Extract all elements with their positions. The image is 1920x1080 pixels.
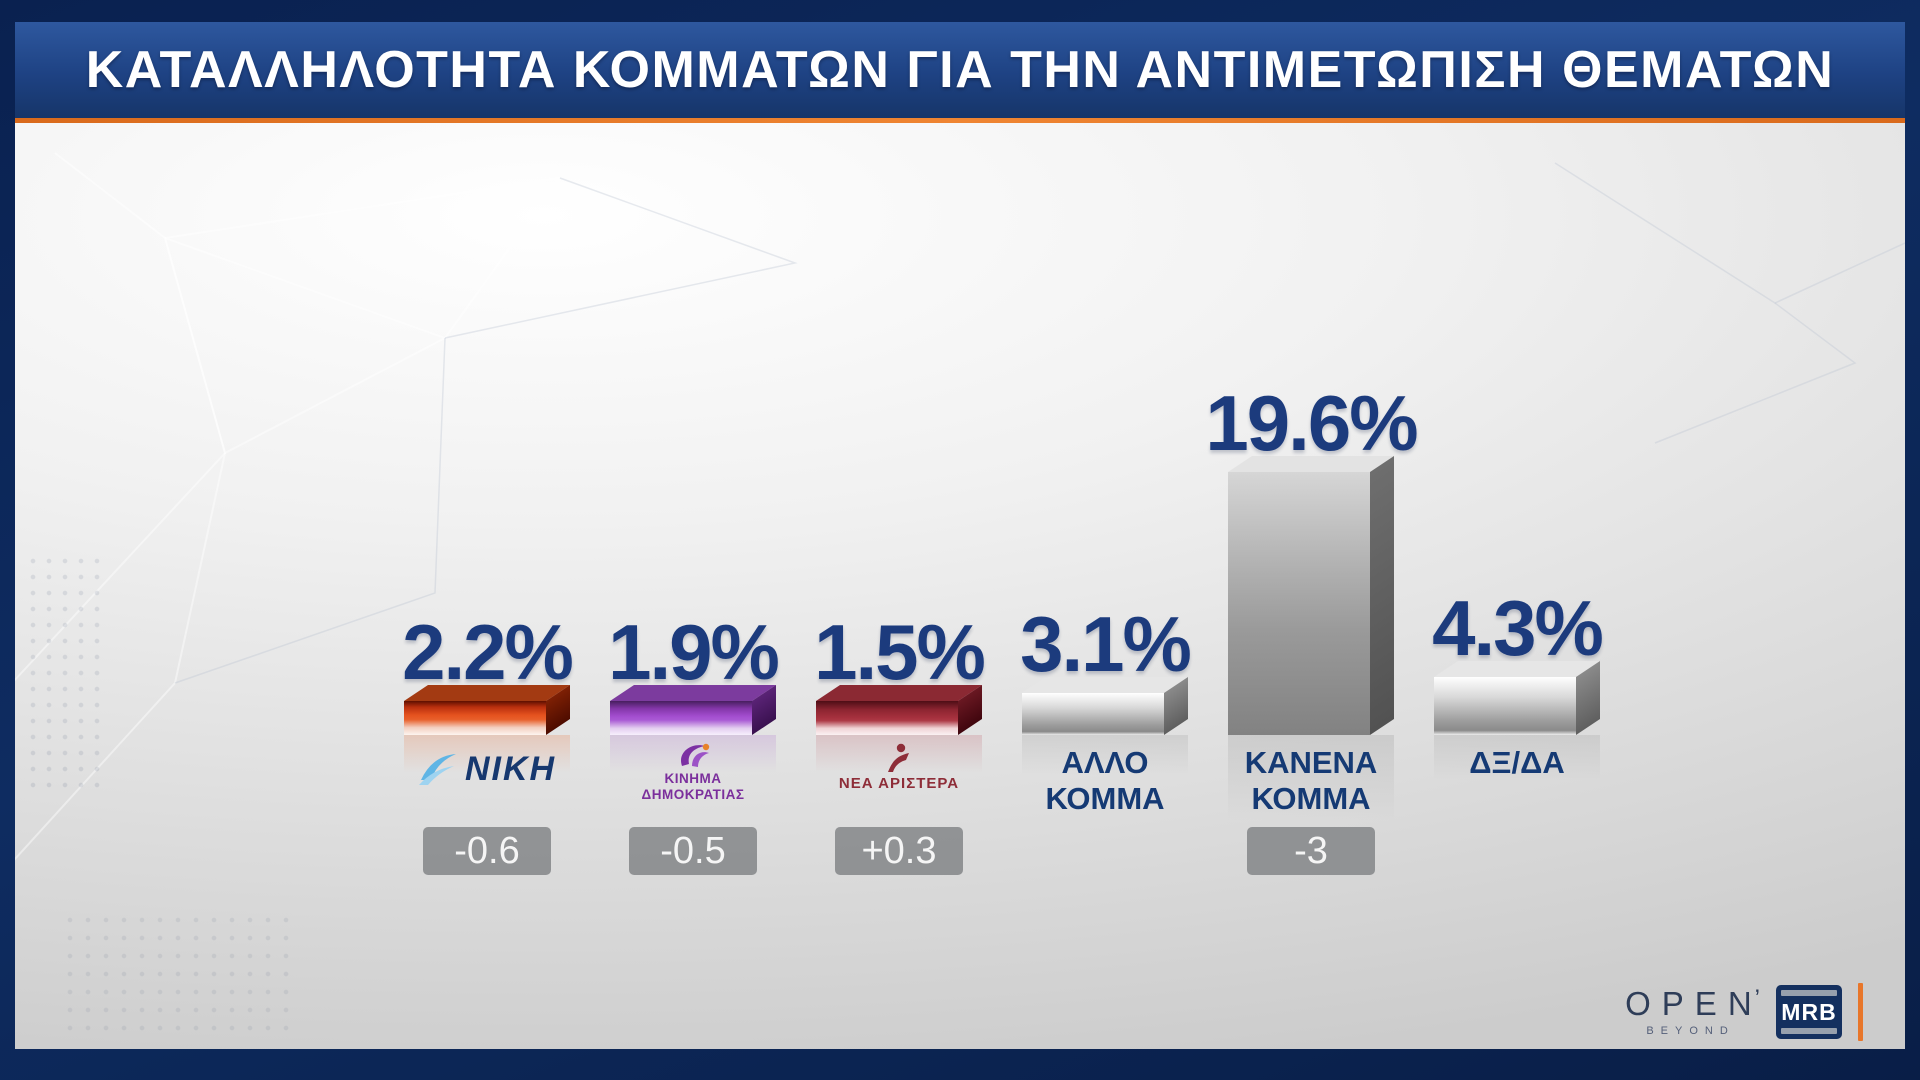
kinima-swirl-icon: [681, 743, 710, 767]
bar-front-face: [610, 701, 752, 735]
label-zone-dx-da: ΔΞ/ΔΑ: [1414, 735, 1620, 827]
chart-stage: 2.2% ΝΙΚΗ: [15, 123, 1905, 1049]
bar-front-face: [404, 701, 546, 735]
category-line: ΚΟΜΜΑ: [1045, 780, 1165, 816]
bar-group-allo-komma: 3.1% ΑΛΛΟ ΚΟΜΜΑ: [1002, 375, 1208, 883]
label-zone-allo-komma: ΑΛΛΟ ΚΟΜΜΑ: [1002, 735, 1208, 827]
bar-group-kinima-dimokratias: 1.9% ΚΙΝΗΜΑ: [590, 375, 796, 883]
bar-dx-da: [1434, 661, 1600, 735]
category-label-kanena-komma: ΚΑΝΕΝΑ ΚΟΜΜΑ: [1208, 735, 1414, 816]
bar-group-nea-aristera: 1.5% ΝΕΑ ΑΡΙΣΤΕΡΑ: [796, 375, 1002, 883]
bar-area-niki: 2.2%: [384, 375, 590, 735]
value-label-dx-da: 4.3%: [1432, 584, 1604, 673]
change-badge-kinima: -0.5: [629, 827, 757, 875]
change-zone-kanena-komma: -3: [1208, 827, 1414, 883]
change-zone-allo-komma: [1002, 827, 1208, 883]
header-bar: ΚΑΤΑΛΛΗΛΟΤΗΤΑ ΚΟΜΜΑΤΩΝ ΓΙΑ ΤΗΝ ΑΝΤΙΜΕΤΩΠ…: [15, 22, 1905, 118]
value-label-allo-komma: 3.1%: [1020, 600, 1192, 689]
category-line: ΚΟΜΜΑ: [1251, 780, 1371, 816]
dot-pattern-bottom: [61, 911, 291, 1031]
bar-reflection: [1434, 735, 1600, 789]
open-beyond-text: BEYOND: [1646, 1025, 1735, 1037]
change-badge-nea-aristera: +0.3: [835, 827, 963, 875]
change-zone-dx-da: [1414, 827, 1620, 883]
change-badge-niki: -0.6: [423, 827, 551, 875]
open-logo-text: OPEN: [1625, 985, 1763, 1022]
dot-pattern-left: [25, 553, 105, 793]
mrb-logo-text: MRB: [1781, 998, 1837, 1025]
open-tv-logo: OPEN ’ BEYOND: [1615, 985, 1763, 1038]
change-zone-niki: -0.6: [384, 827, 590, 883]
bar-niki: [404, 684, 570, 735]
bar-area-nea-aristera: 1.5%: [796, 375, 1002, 735]
bar-reflection: [1228, 735, 1394, 835]
open-logo-tick: ’: [1754, 985, 1760, 1012]
header-orange-rule: [15, 118, 1905, 123]
bar-reflection: [610, 735, 776, 779]
bar-area-allo-komma: 3.1%: [1002, 375, 1208, 735]
label-zone-niki: ΝΙΚΗ: [384, 735, 590, 827]
nea-aristera-logo-text: ΝΕΑ ΑΡΙΣΤΕΡΑ: [838, 775, 960, 792]
category-line: ΑΛΛΟ: [1061, 745, 1149, 780]
change-zone-nea-aristera: +0.3: [796, 827, 1002, 883]
mrb-logo: MRB: [1776, 985, 1842, 1039]
bar-group-kanena-komma: 19.6% ΚΑΝΕΝΑ ΚΟΜΜΑ -3: [1205, 375, 1419, 883]
label-zone-kinima: ΚΙΝΗΜΑ ΔΗΜΟΚΡΑΤΙΑΣ: [590, 735, 796, 827]
category-label-allo-komma: ΑΛΛΟ ΚΟΜΜΑ: [1002, 735, 1208, 816]
bar-nea-aristera: [816, 684, 982, 735]
value-label-nea-aristera: 1.5%: [814, 608, 986, 696]
bar-front-face: [1228, 472, 1370, 735]
bar-area-kanena-komma: 19.6%: [1205, 375, 1419, 735]
value-label-kinima: 1.9%: [608, 608, 780, 696]
value-label-niki: 2.2%: [402, 608, 574, 696]
category-label-dx-da: ΔΞ/ΔΑ: [1414, 735, 1620, 781]
label-zone-kanena-komma: ΚΑΝΕΝΑ ΚΟΜΜΑ: [1208, 735, 1414, 835]
bar-reflection: [816, 735, 982, 779]
value-label-kanena-komma: 19.6%: [1205, 379, 1418, 468]
category-line: ΔΞ/ΔΑ: [1469, 745, 1565, 780]
bar-reflection: [1022, 735, 1188, 782]
label-zone-nea-aristera: ΝΕΑ ΑΡΙΣΤΕΡΑ: [796, 735, 1002, 827]
bar-front-face: [816, 701, 958, 735]
niki-swoosh-icon: [418, 754, 456, 785]
bar-kinima: [610, 684, 776, 735]
change-badge-kanena-komma: -3: [1247, 827, 1375, 875]
branding-block: OPEN ’ BEYOND MRB: [1615, 983, 1863, 1041]
nea-aristera-figure-icon: [888, 743, 909, 772]
page-title: ΚΑΤΑΛΛΗΛΟΤΗΤΑ ΚΟΜΜΑΤΩΝ ΓΙΑ ΤΗΝ ΑΝΤΙΜΕΤΩΠ…: [85, 41, 1835, 99]
branding-orange-rule: [1858, 983, 1863, 1041]
bar-front-face: [1434, 677, 1576, 735]
bar-area-dx-da: 4.3%: [1414, 375, 1620, 735]
category-line: ΚΑΝΕΝΑ: [1244, 745, 1378, 780]
niki-logo-text: ΝΙΚΗ: [464, 749, 557, 788]
change-zone-kinima: -0.5: [590, 827, 796, 883]
bar-side-face: [1370, 456, 1394, 735]
bar-allo-komma: [1022, 677, 1188, 735]
niki-party-logo: ΝΙΚΗ: [384, 735, 590, 789]
kinima-logo-line2: ΔΗΜΟΚΡΑΤΙΑΣ: [641, 787, 745, 803]
bar-area-kinima: 1.9%: [590, 375, 796, 735]
bar-chart: 2.2% ΝΙΚΗ: [384, 375, 1620, 883]
bar-group-dx-da: 4.3% ΔΞ/ΔΑ: [1414, 375, 1620, 883]
kinima-dimokratias-logo: ΚΙΝΗΜΑ ΔΗΜΟΚΡΑΤΙΑΣ: [590, 735, 796, 803]
bar-kanena-komma: [1228, 456, 1394, 735]
kinima-logo-line1: ΚΙΝΗΜΑ: [664, 771, 722, 786]
bar-group-niki: 2.2% ΝΙΚΗ: [384, 375, 590, 883]
nea-aristera-logo: ΝΕΑ ΑΡΙΣΤΕΡΑ: [796, 735, 1002, 792]
bar-front-face: [1022, 693, 1164, 735]
open-logo-row: OPEN ’: [1615, 985, 1763, 1022]
